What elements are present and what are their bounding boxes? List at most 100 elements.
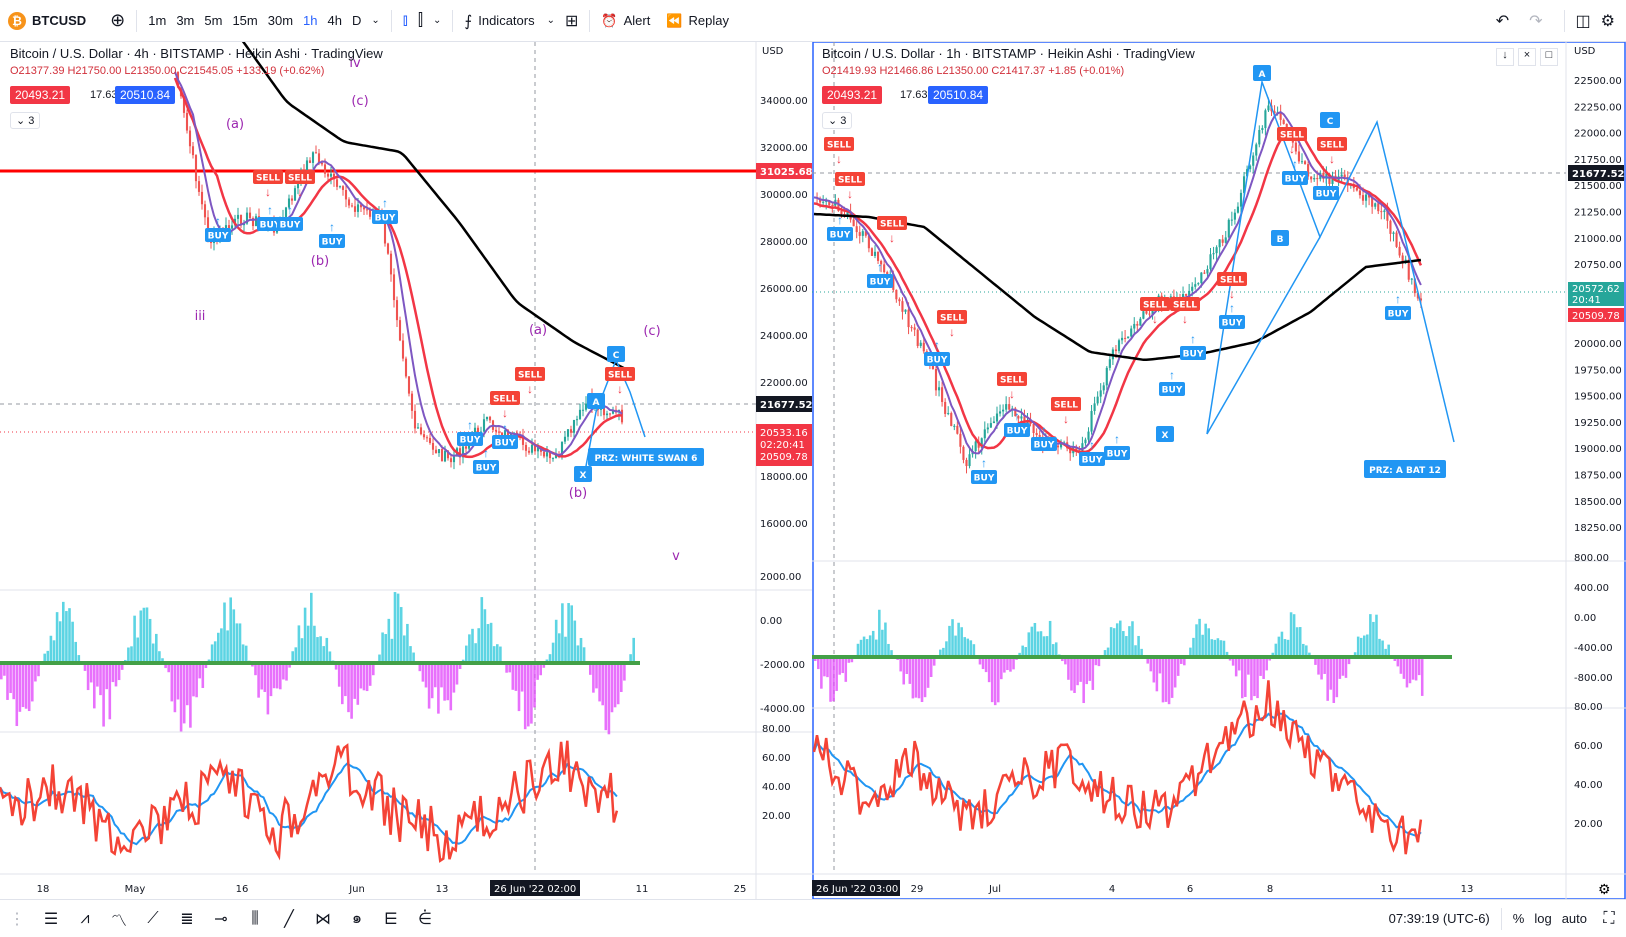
candle-body <box>1059 442 1063 448</box>
timeframe-5m[interactable]: 5m <box>204 13 223 28</box>
left-prz-label[interactable]: PRZ: WHITE SWAN 6 <box>588 448 704 466</box>
right-chart[interactable]: SELL↓SELL↓SELL↓SELL↓SELL↓SELL↓SELL↓SELL↓… <box>812 42 1626 899</box>
timeframe-4h[interactable]: 4h <box>327 13 342 28</box>
left-ask-box[interactable]: 20510.84 <box>115 86 176 104</box>
xabcd-icon[interactable]: ⋈ <box>315 910 331 928</box>
left-chart[interactable]: BUY↑ BUY↑BUY↑BUY↑BUY↑BUY↑BUY↑BUY↑SELL↓SEL… <box>0 42 812 899</box>
replay-button[interactable]: ⏪ Replay <box>661 6 734 36</box>
macd-bar <box>1097 657 1101 667</box>
auto-toggle[interactable]: auto <box>1561 911 1587 926</box>
buy-signal: BUY ↑ <box>1219 301 1245 329</box>
right-prz-label[interactable]: PRZ: A BAT 12 <box>1364 460 1446 478</box>
templates-icon[interactable]: ⊞ <box>565 12 579 30</box>
right-study-toggle[interactable]: ⌄ 3 <box>822 112 853 129</box>
left-level-tag <box>756 163 812 179</box>
percent-toggle[interactable]: % <box>1512 911 1525 926</box>
position-icon[interactable]: ⋵ <box>418 910 432 928</box>
fib-icon[interactable]: ≣ <box>180 910 194 928</box>
candle-body <box>608 413 612 415</box>
alert-button[interactable]: ⏰ Alert <box>596 6 655 36</box>
left-currency-label[interactable]: USD <box>762 46 784 57</box>
macd-bar <box>576 645 580 663</box>
candle-body <box>1331 175 1334 184</box>
candle-body <box>837 199 840 211</box>
sell-signal: SELL↓ <box>515 367 545 396</box>
left-bid-box[interactable]: 20493.21 <box>10 86 71 104</box>
macd-bar <box>1048 620 1052 657</box>
symbol-label: BTCUSD <box>32 13 87 28</box>
timeframe-dropdown-icon[interactable]: ⌄ <box>371 15 380 26</box>
symbol-search[interactable]: ₿ BTCUSD <box>0 6 91 36</box>
left-study-toggle[interactable]: ⌄ 3 <box>10 112 41 129</box>
right-ask-box[interactable]: 20510.84 <box>928 86 989 104</box>
macd-bar <box>527 663 530 727</box>
candle-body <box>1206 269 1209 274</box>
clock-display[interactable]: 07:39:19 (UTC-6) <box>1388 911 1490 926</box>
macd-bar <box>151 643 155 663</box>
time-axis-label: 13 <box>1461 884 1474 895</box>
bar-style-icon[interactable]: ⫾ <box>402 11 408 29</box>
macd-bar <box>551 642 555 663</box>
indicators-label: Indicators <box>478 13 535 28</box>
macd-bar <box>437 663 440 714</box>
redo-icon[interactable]: ↷ <box>1529 12 1543 30</box>
left-chart-title[interactable]: Bitcoin / U.S. Dollar · 4h · BITSTAMP · … <box>10 46 383 61</box>
macd-bar <box>1207 628 1210 657</box>
trend-line-icon[interactable]: ⟋ <box>147 909 159 927</box>
candle-body <box>1371 197 1374 207</box>
signal-box <box>835 172 865 186</box>
macd-bar <box>993 657 997 706</box>
elliott-wave-icon[interactable]: 〽 <box>110 912 127 930</box>
candle-body <box>551 458 555 460</box>
range-icon[interactable]: ⋿ <box>384 910 398 928</box>
gear-icon[interactable]: ⚙ <box>1598 881 1611 897</box>
candle-body <box>1407 259 1410 280</box>
macd-bar <box>1155 657 1159 692</box>
right-chart-title[interactable]: Bitcoin / U.S. Dollar · 1h · BITSTAMP · … <box>822 46 1195 61</box>
candle-body <box>236 214 240 219</box>
timeframe-d[interactable]: D <box>351 13 362 28</box>
right-currency-label[interactable]: USD <box>1574 46 1596 57</box>
drag-handle-icon[interactable]: ⋮ <box>9 910 25 928</box>
macd-bar <box>285 663 288 681</box>
indicators-button[interactable]: ⨍ Indicators ⌄ <box>459 6 560 36</box>
macd-bar <box>613 663 617 708</box>
right-bid-box[interactable]: 20493.21 <box>822 86 883 104</box>
sell-signal: SELL↓ <box>937 310 967 339</box>
macd-bar <box>1103 650 1107 657</box>
macd-bar <box>387 618 391 663</box>
layout-icon[interactable]: ◫ <box>1575 12 1591 30</box>
maximize-icon[interactable]: □ <box>1540 48 1558 66</box>
chart-type-dropdown-icon[interactable]: ⌄ <box>433 15 442 26</box>
macd-bar <box>83 663 87 671</box>
price-axis-label: 19000.00 <box>1574 444 1622 455</box>
horizontal-line-icon[interactable]: ⊸ <box>214 910 228 928</box>
timeframe-3m[interactable]: 3m <box>176 13 195 28</box>
close-icon[interactable]: × <box>1518 48 1536 66</box>
menu-lines-icon[interactable]: ☰ <box>43 910 59 928</box>
settings-icon[interactable]: ⚙ <box>1600 12 1615 30</box>
left-legend: Bitcoin / U.S. Dollar · 4h · BITSTAMP · … <box>10 46 383 77</box>
arrow-down-icon[interactable]: ↓ <box>1496 48 1514 66</box>
compare-add-icon[interactable]: ⊕ <box>110 10 126 30</box>
spiral-icon[interactable]: ๑ <box>351 910 363 927</box>
timeframe-1m[interactable]: 1m <box>148 13 167 28</box>
wave-label: (c) <box>351 94 368 109</box>
macd-bar <box>987 657 991 683</box>
ray-icon[interactable]: ╱ <box>284 910 294 928</box>
signal-text: BUY <box>927 356 948 366</box>
fullscreen-icon[interactable]: ⛶ <box>1603 909 1615 927</box>
log-toggle[interactable]: log <box>1534 911 1552 926</box>
macd-bar <box>1122 631 1125 657</box>
candles-icon[interactable]: ⫿ <box>417 11 424 29</box>
abcd-pattern-icon[interactable]: ⩘ <box>80 909 90 927</box>
timeframe-15m[interactable]: 15m <box>232 13 258 28</box>
timeframe-1h[interactable]: 1h <box>303 13 318 28</box>
vertical-lines-icon[interactable]: ⫼ <box>251 909 259 927</box>
timeframe-30m[interactable]: 30m <box>267 13 294 28</box>
undo-icon[interactable]: ↶ <box>1495 12 1510 30</box>
macd-bar <box>0 663 3 680</box>
macd-bar <box>1259 657 1262 676</box>
arrow-down-icon: ↓ <box>1152 312 1158 326</box>
macd-bar <box>1082 657 1085 704</box>
